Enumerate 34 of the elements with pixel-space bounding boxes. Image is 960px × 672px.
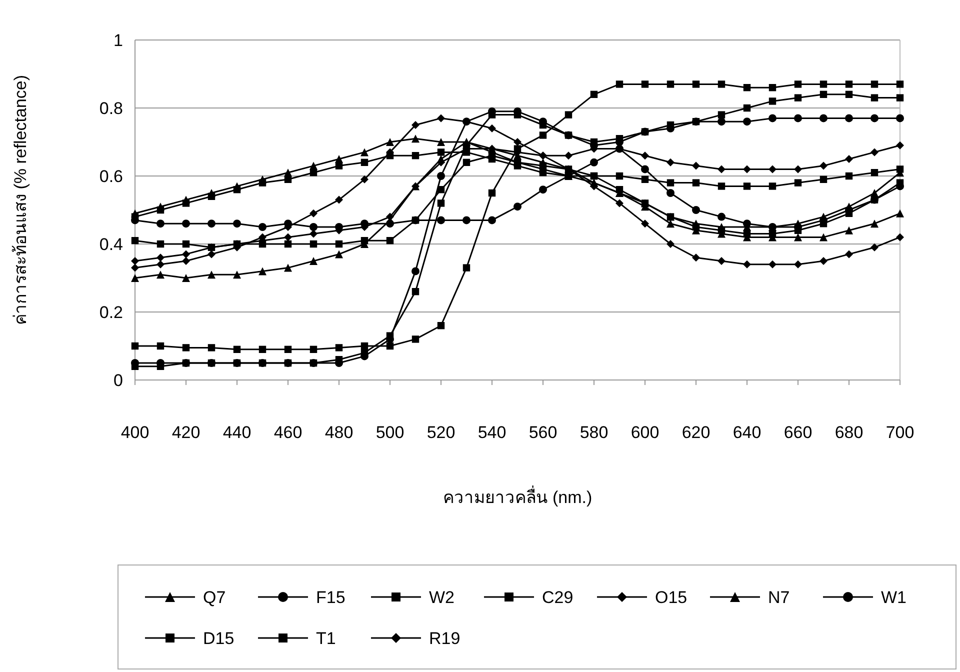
legend-label: W2	[429, 588, 454, 607]
x-tick-label: 620	[682, 423, 710, 442]
x-tick-label: 480	[324, 423, 354, 442]
y-tick-label: 0.2	[99, 302, 123, 322]
y-tick-label: 1	[114, 30, 123, 50]
x-tick-label: 500	[376, 423, 404, 442]
x-tick-label: 520	[426, 423, 456, 442]
x-tick-label: 680	[834, 423, 864, 442]
y-tick-label: 0	[114, 370, 123, 390]
legend-label: N7	[768, 588, 790, 607]
x-tick-label: 560	[528, 423, 558, 442]
x-tick-label: 660	[784, 423, 812, 442]
x-tick-label: 440	[222, 423, 252, 442]
x-tick-label: 460	[274, 423, 302, 442]
x-tick-label: 540	[478, 423, 506, 442]
legend-label: R19	[429, 628, 460, 648]
y-axis-title: ค่าการสะท้อนแสง (% reflectance)	[11, 74, 30, 326]
legend-label: D15	[203, 628, 234, 648]
legend-label: F15	[316, 588, 346, 607]
y-tick-label: 0.8	[99, 98, 123, 118]
x-tick-label: 700	[886, 423, 914, 442]
x-tick-label: 400	[120, 423, 150, 442]
x-tick-label: 580	[580, 423, 608, 442]
legend-label: T1	[316, 628, 336, 648]
legend-label: W1	[881, 588, 906, 607]
y-tick-label: 0.4	[99, 234, 123, 254]
x-axis-title: ความยาวคลื่น (nm.)	[442, 485, 592, 507]
y-tick-label: 0.6	[99, 166, 123, 186]
x-tick-label: 600	[630, 423, 660, 442]
legend-label: O15	[655, 588, 688, 607]
legend-label: Q7	[203, 588, 226, 607]
x-tick-label: 420	[172, 423, 200, 442]
legend-label: C29	[542, 588, 574, 607]
x-tick-label: 640	[732, 423, 762, 442]
